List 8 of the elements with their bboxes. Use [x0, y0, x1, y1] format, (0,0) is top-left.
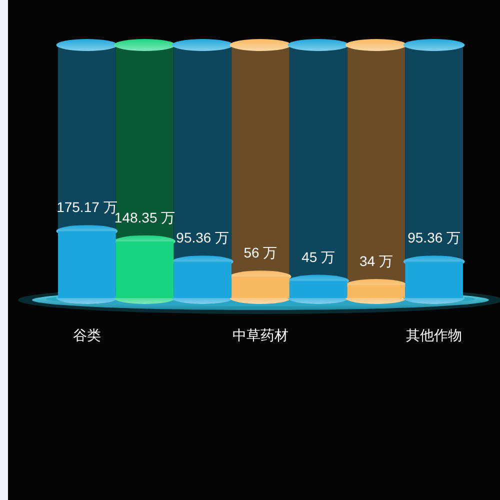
- data-label: 56 万: [244, 244, 278, 261]
- data-label: 95.36 万: [176, 230, 230, 246]
- data-label: 45 万: [302, 248, 336, 265]
- x-tick-label: 谷类: [72, 327, 101, 343]
- data-label: 95.36 万: [408, 230, 461, 246]
- data-label: 34 万: [359, 253, 393, 270]
- x-tick-label: 其他作物: [406, 327, 462, 343]
- x-tick-label: 中草药材: [232, 327, 288, 343]
